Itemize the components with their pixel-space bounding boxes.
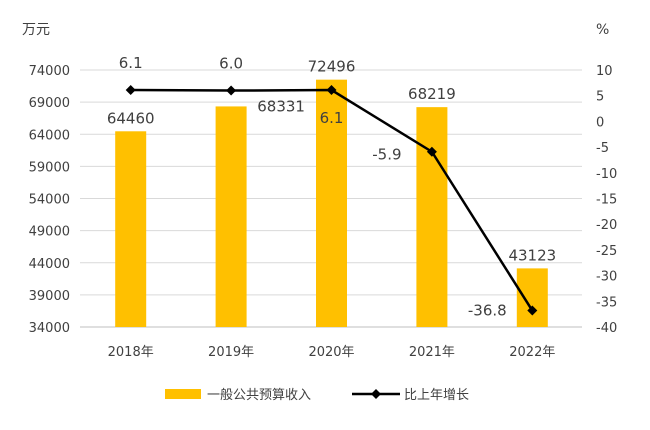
bar-value-label: 68331 xyxy=(257,97,305,115)
x-tick-label: 2020年 xyxy=(308,345,354,360)
line-value-label: -36.8 xyxy=(468,302,507,320)
right-tick-label: -5 xyxy=(596,141,609,156)
left-tick-label: 39000 xyxy=(29,289,70,304)
line-marker xyxy=(125,85,136,96)
x-tick-label: 2021年 xyxy=(409,345,455,360)
legend-bar-swatch xyxy=(165,389,201,399)
right-tick-label: -30 xyxy=(596,270,617,285)
right-tick-label: -10 xyxy=(596,167,617,182)
legend-line-label: 比上年增长 xyxy=(404,388,469,403)
right-tick-label: -15 xyxy=(596,193,617,208)
line-marker xyxy=(527,305,538,316)
left-tick-label: 49000 xyxy=(29,225,70,240)
line-value-label: 6.1 xyxy=(119,54,143,72)
line-value-label: 6.0 xyxy=(219,55,243,73)
line-marker xyxy=(426,146,437,157)
left-tick-label: 44000 xyxy=(29,257,70,272)
bar-value-label: 72496 xyxy=(308,58,356,76)
right-tick-label: 10 xyxy=(596,64,613,79)
right-axis-label: % xyxy=(596,22,609,38)
right-tick-label: -20 xyxy=(596,218,617,233)
bar xyxy=(416,107,448,328)
line-value-label: 6.1 xyxy=(320,109,344,127)
right-tick-label: 5 xyxy=(596,90,604,105)
left-tick-label: 34000 xyxy=(29,321,70,336)
right-tick-label: -40 xyxy=(596,321,617,336)
bar xyxy=(516,268,548,327)
bar xyxy=(215,106,247,327)
left-tick-label: 54000 xyxy=(29,193,70,208)
right-tick-label: -25 xyxy=(596,244,617,259)
bar xyxy=(316,79,347,327)
left-tick-label: 74000 xyxy=(29,64,70,79)
x-tick-label: 2022年 xyxy=(509,345,555,360)
bar-value-label: 68219 xyxy=(408,85,456,103)
left-tick-label: 64000 xyxy=(29,128,70,143)
x-tick-label: 2019年 xyxy=(208,345,254,360)
line-marker xyxy=(326,85,337,96)
legend-bar-label: 一般公共预算收入 xyxy=(207,387,311,403)
right-tick-label: 0 xyxy=(596,115,604,130)
bar-value-label: 43123 xyxy=(508,246,556,264)
left-axis-label: 万元 xyxy=(22,22,50,38)
line-value-label: -5.9 xyxy=(372,146,401,164)
left-tick-label: 69000 xyxy=(29,96,70,111)
legend-line-marker xyxy=(371,389,381,399)
right-tick-label: -35 xyxy=(596,295,617,310)
bar-value-label: 64460 xyxy=(107,109,155,127)
left-tick-label: 59000 xyxy=(29,160,70,175)
x-tick-label: 2018年 xyxy=(108,345,154,360)
bar xyxy=(115,131,147,327)
line-marker xyxy=(226,85,237,96)
